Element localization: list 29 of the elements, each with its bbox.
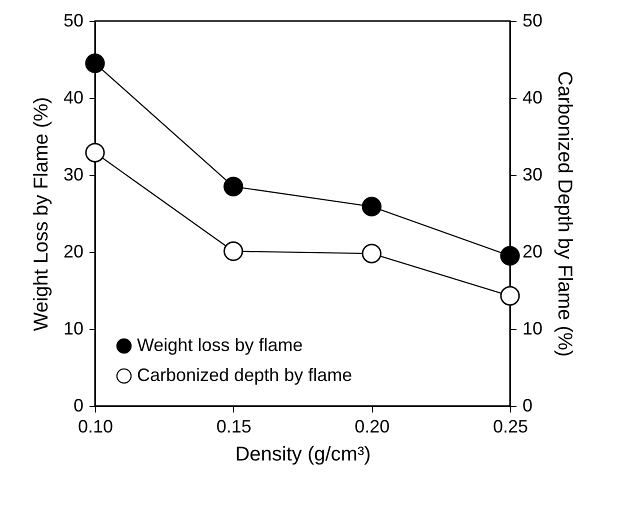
y2-axis-title: Carbonized Depth by Flame (%) bbox=[554, 71, 576, 357]
x-axis-title: Density (g/cm³) bbox=[235, 444, 371, 466]
y-tick-label: 40 bbox=[63, 88, 84, 108]
legend-label: Carbonized depth by flame bbox=[137, 365, 352, 385]
point bbox=[500, 286, 520, 306]
y-tick-label: 30 bbox=[63, 164, 84, 184]
point bbox=[85, 54, 105, 74]
y2-tick-label: 0 bbox=[522, 396, 533, 416]
y-tick-label: 0 bbox=[73, 396, 84, 416]
point bbox=[224, 176, 244, 196]
point bbox=[224, 241, 244, 262]
y2-tick-label: 10 bbox=[522, 318, 543, 338]
y2-tick-label: 40 bbox=[522, 88, 543, 108]
y2-tick-label: 50 bbox=[522, 10, 543, 30]
y-axis-title: Weight Loss by Flame (%) bbox=[30, 96, 52, 332]
point bbox=[362, 244, 382, 264]
y2-tick-label: 30 bbox=[522, 164, 543, 184]
y-tick-label: 10 bbox=[63, 318, 84, 338]
legend-label: Weight loss by flame bbox=[137, 335, 303, 355]
y-tick-label: 20 bbox=[63, 242, 84, 262]
y2-tick-label: 20 bbox=[522, 242, 543, 262]
x-tick-label: 0.25 bbox=[492, 416, 528, 436]
x-tick-label: 0.10 bbox=[78, 416, 114, 436]
x-tick-label: 0.15 bbox=[216, 416, 252, 436]
point bbox=[500, 246, 520, 266]
x-tick-label: 0.20 bbox=[354, 416, 390, 436]
point bbox=[362, 196, 382, 216]
y-tick-label: 50 bbox=[63, 10, 84, 30]
point bbox=[85, 142, 105, 162]
